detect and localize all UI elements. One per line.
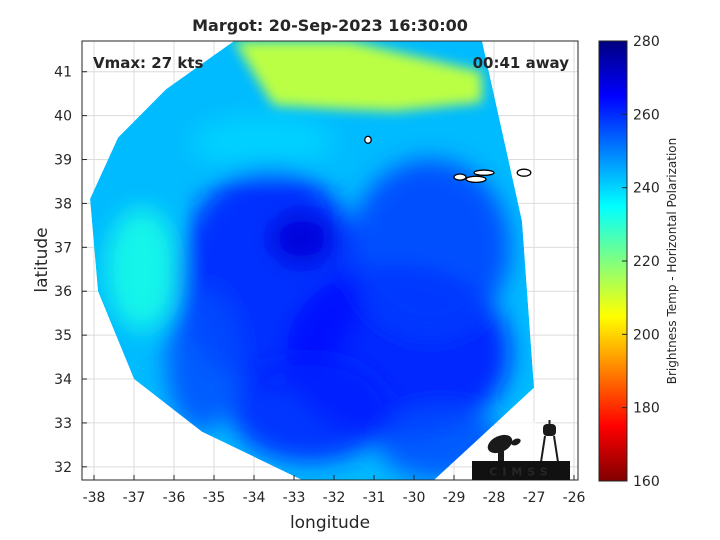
x-tick-label: -33 bbox=[283, 490, 306, 506]
plot-frame bbox=[81, 40, 579, 481]
colorbar-tick-label: 280 bbox=[633, 34, 660, 50]
y-tick-label: 35 bbox=[54, 328, 72, 344]
brightness-feature bbox=[190, 115, 334, 169]
y-axis-label: latitude bbox=[32, 227, 52, 292]
y-tick-label: 33 bbox=[54, 416, 72, 432]
x-tick-label: -37 bbox=[123, 490, 146, 506]
y-tick-label: 39 bbox=[54, 153, 72, 169]
brightness-feature bbox=[350, 159, 510, 336]
brightness-feature bbox=[106, 207, 178, 331]
x-tick-label: -32 bbox=[323, 490, 346, 506]
island-outline bbox=[516, 168, 532, 177]
island-outline bbox=[473, 169, 495, 176]
x-tick-label: -31 bbox=[363, 490, 386, 506]
y-tick-label: 37 bbox=[54, 240, 72, 256]
x-tick-label: -26 bbox=[563, 490, 586, 506]
y-tick-label: 38 bbox=[54, 196, 72, 212]
swath-north-wedge bbox=[234, 41, 482, 112]
cimss-logo: CIMSS bbox=[472, 418, 570, 480]
x-tick-label: -36 bbox=[163, 490, 186, 506]
brightness-temperature-swath bbox=[90, 41, 534, 480]
x-tick-label: -29 bbox=[443, 490, 466, 506]
x-tick-label: -34 bbox=[243, 490, 266, 506]
y-tick-label: 40 bbox=[54, 109, 72, 125]
x-tick-label: -27 bbox=[523, 490, 546, 506]
colorbar-tick-label: 160 bbox=[633, 474, 660, 490]
y-tick-label: 32 bbox=[54, 460, 72, 476]
logo-banner bbox=[472, 461, 570, 480]
colorbar-tick-label: 260 bbox=[633, 107, 660, 123]
satellite-dish bbox=[487, 434, 513, 454]
time-away-annotation: 00:41 away bbox=[473, 54, 570, 72]
water-tower-tank bbox=[543, 424, 556, 436]
logo-silhouette bbox=[487, 420, 559, 463]
colorbar-tick-label: 200 bbox=[633, 327, 660, 343]
colorbar-tick-label: 220 bbox=[633, 254, 660, 270]
island-outline bbox=[453, 173, 467, 181]
swath-features bbox=[106, 115, 510, 480]
brightness-feature bbox=[166, 291, 238, 432]
tower-leg-left bbox=[540, 435, 546, 463]
brightness-feature bbox=[270, 212, 334, 265]
chart-title: Margot: 20-Sep-2023 16:30:00 bbox=[192, 16, 468, 35]
x-tick-label: -30 bbox=[403, 490, 426, 506]
y-tick-label: 41 bbox=[54, 65, 72, 81]
x-tick-label: -28 bbox=[483, 490, 506, 506]
small-dish bbox=[511, 438, 521, 446]
tower-leg-right bbox=[553, 435, 559, 463]
y-tick-label: 34 bbox=[54, 372, 72, 388]
colorbar-tick-label: 240 bbox=[633, 181, 660, 197]
island-outline bbox=[465, 175, 487, 184]
dish-stand bbox=[498, 448, 504, 462]
x-tick-label: -38 bbox=[83, 490, 106, 506]
brightness-feature bbox=[230, 357, 390, 463]
vmax-annotation: Vmax: 27 kts bbox=[93, 54, 203, 72]
colorbar-label: Brightness Temp - Horizontal Polarizatio… bbox=[665, 138, 679, 385]
x-axis-ticks: -38 -37 -36 -35 -34 -33 -32 -31 -30 -29 -28 -27 -26 bbox=[83, 475, 586, 506]
island-outlines bbox=[364, 135, 532, 184]
island-outline bbox=[364, 135, 372, 144]
y-tick-label: 36 bbox=[54, 284, 72, 300]
colorbar-tick-label: 180 bbox=[633, 401, 660, 417]
x-axis-label: longitude bbox=[290, 513, 370, 533]
colorbar-ticks: 160 180 200 220 240 260 280 bbox=[622, 34, 660, 490]
x-tick-label: -35 bbox=[203, 490, 226, 506]
y-axis-ticks: 32 33 34 35 36 37 38 39 40 41 bbox=[54, 65, 87, 476]
logo-text: CIMSS bbox=[489, 466, 552, 479]
